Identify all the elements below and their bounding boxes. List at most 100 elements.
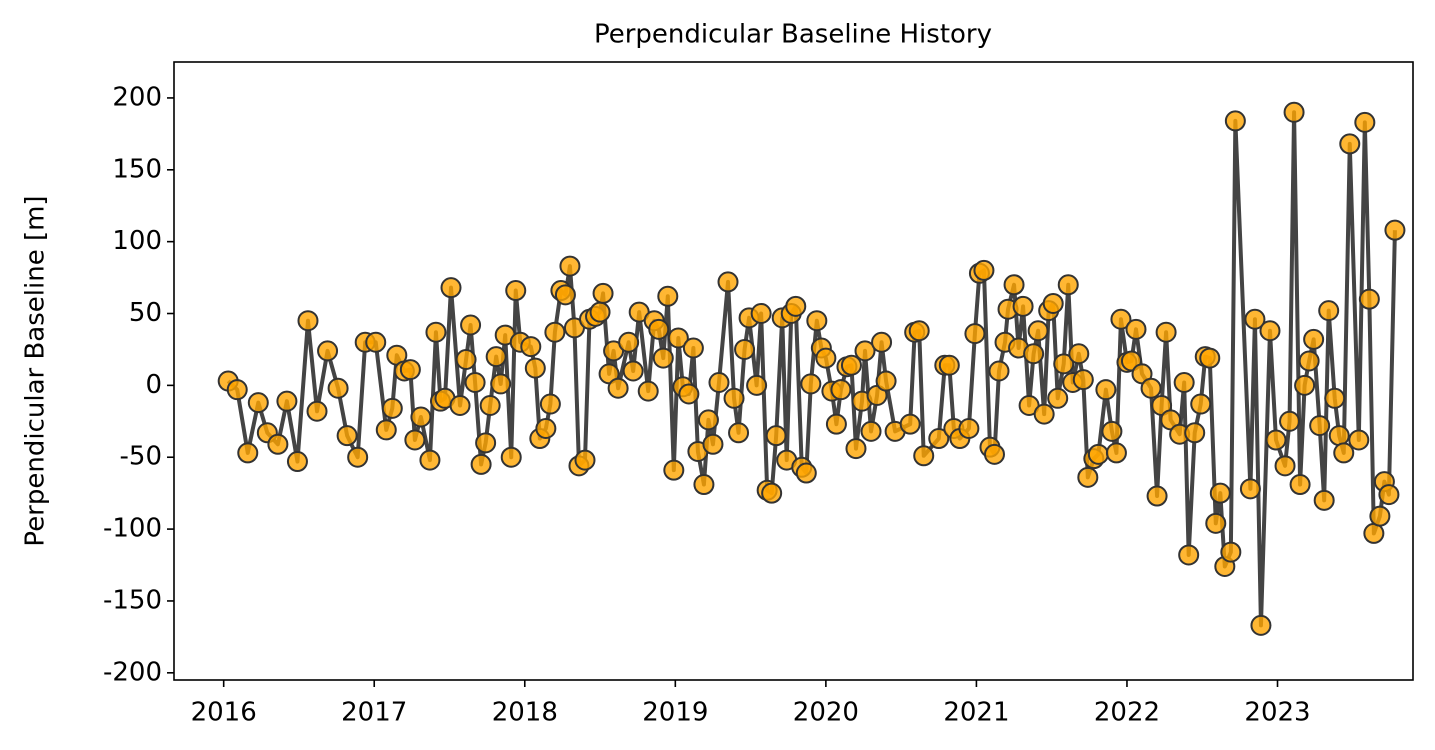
data-point bbox=[830, 379, 852, 401]
data-point bbox=[1072, 369, 1094, 391]
y-tick-label: -100 bbox=[103, 514, 162, 544]
data-point bbox=[425, 321, 447, 343]
data-point bbox=[723, 387, 745, 409]
chart-title: Perpendicular Baseline History bbox=[594, 20, 992, 50]
data-point bbox=[1087, 443, 1109, 465]
y-tick-label: -150 bbox=[103, 585, 162, 615]
data-point bbox=[1339, 133, 1361, 155]
data-point bbox=[520, 336, 542, 358]
x-tick-label: 2016 bbox=[191, 698, 257, 728]
data-point bbox=[860, 420, 882, 442]
x-tick-label: 2022 bbox=[1094, 698, 1160, 728]
data-point bbox=[226, 379, 248, 401]
x-tick-label: 2023 bbox=[1244, 698, 1310, 728]
data-point bbox=[806, 310, 828, 332]
y-tick-label: 150 bbox=[112, 154, 162, 184]
data-point bbox=[815, 347, 837, 369]
data-point bbox=[1220, 541, 1242, 563]
data-point bbox=[475, 432, 497, 454]
data-point bbox=[464, 371, 486, 393]
data-point bbox=[682, 337, 704, 359]
data-point bbox=[1047, 387, 1069, 409]
data-point bbox=[1348, 429, 1370, 451]
data-point bbox=[928, 428, 950, 450]
data-point bbox=[899, 413, 921, 435]
y-tick-label: 50 bbox=[129, 298, 162, 328]
data-point bbox=[1279, 410, 1301, 432]
data-point bbox=[637, 380, 659, 402]
plot-frame bbox=[173, 61, 1414, 681]
data-point bbox=[938, 354, 960, 376]
data-point bbox=[983, 443, 1005, 465]
data-point bbox=[1190, 393, 1212, 415]
x-tick-label: 2017 bbox=[341, 698, 407, 728]
data-point bbox=[1027, 320, 1049, 342]
data-point bbox=[1077, 466, 1099, 488]
data-point bbox=[404, 429, 426, 451]
data-point bbox=[973, 259, 995, 281]
data-point bbox=[455, 349, 477, 371]
data-point bbox=[267, 433, 289, 455]
data-point bbox=[1101, 420, 1123, 442]
data-point bbox=[958, 417, 980, 439]
data-point bbox=[1205, 512, 1227, 534]
y-tick-label: -200 bbox=[103, 657, 162, 687]
data-point bbox=[1125, 318, 1147, 340]
data-point bbox=[964, 323, 986, 345]
data-point bbox=[440, 277, 462, 299]
data-point bbox=[1259, 320, 1281, 342]
data-point bbox=[1289, 474, 1311, 496]
data-point bbox=[913, 445, 935, 467]
data-point bbox=[1173, 371, 1195, 393]
data-point bbox=[535, 417, 557, 439]
data-point bbox=[1146, 485, 1168, 507]
data-point bbox=[347, 446, 369, 468]
data-point bbox=[524, 357, 546, 379]
data-point bbox=[840, 354, 862, 376]
data-point bbox=[607, 377, 629, 399]
data-point bbox=[375, 419, 397, 441]
data-point bbox=[746, 374, 768, 396]
data-point bbox=[1378, 484, 1400, 506]
data-point bbox=[399, 359, 421, 381]
data-point bbox=[1309, 415, 1331, 437]
y-axis-label: Perpendicular Baseline [m] bbox=[21, 195, 51, 546]
data-point bbox=[297, 310, 319, 332]
data-point bbox=[574, 449, 596, 471]
data-point bbox=[1110, 308, 1132, 330]
data-point bbox=[327, 377, 349, 399]
data-point bbox=[785, 295, 807, 317]
x-tick-label: 2018 bbox=[492, 698, 558, 728]
data-point bbox=[657, 285, 679, 307]
data-point bbox=[1239, 478, 1261, 500]
data-point bbox=[875, 370, 897, 392]
data-point bbox=[1294, 374, 1316, 396]
data-point bbox=[734, 338, 756, 360]
data-point bbox=[237, 442, 259, 464]
data-point bbox=[419, 449, 441, 471]
data-point bbox=[286, 451, 308, 473]
data-point bbox=[663, 459, 685, 481]
data-point bbox=[1155, 321, 1177, 343]
data-point bbox=[871, 331, 893, 353]
data-point bbox=[1042, 292, 1064, 314]
data-point bbox=[618, 331, 640, 353]
data-point bbox=[1369, 505, 1391, 527]
data-point bbox=[589, 301, 611, 323]
y-tick-label: 0 bbox=[145, 370, 162, 400]
data-point bbox=[1363, 522, 1385, 544]
data-point bbox=[1354, 111, 1376, 133]
data-point bbox=[1250, 614, 1272, 636]
data-point bbox=[1318, 300, 1340, 322]
data-point bbox=[750, 303, 772, 325]
data-point bbox=[449, 394, 471, 416]
data-point bbox=[306, 400, 328, 422]
data-point bbox=[697, 409, 719, 431]
data-point bbox=[247, 392, 269, 414]
data-point bbox=[1012, 295, 1034, 317]
data-point bbox=[1199, 347, 1221, 369]
data-point bbox=[708, 371, 730, 393]
data-point bbox=[1003, 274, 1025, 296]
x-tick-label: 2020 bbox=[793, 698, 859, 728]
